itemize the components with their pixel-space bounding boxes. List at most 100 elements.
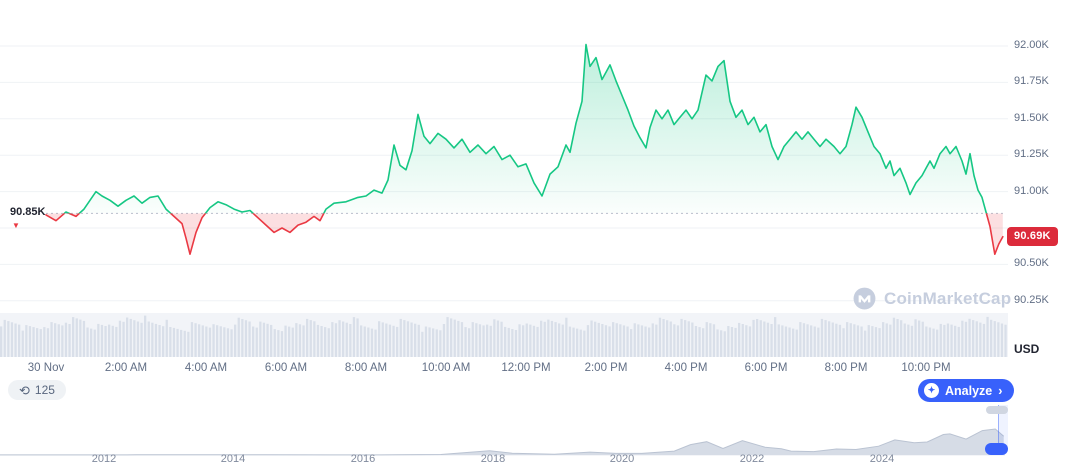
volume-bar	[248, 321, 251, 357]
brush-selection[interactable]	[998, 405, 1008, 451]
chevron-right-icon: ›	[998, 383, 1003, 398]
volume-bar	[86, 327, 89, 357]
volume-bar	[194, 323, 197, 357]
volume-bar	[223, 327, 226, 357]
y-axis-label: 91.50K	[1014, 112, 1049, 124]
volume-bar	[723, 331, 726, 357]
volume-bar	[108, 324, 111, 357]
volume-bar	[874, 327, 878, 357]
volume-bar	[324, 327, 327, 357]
volume-bar	[550, 320, 554, 357]
volume-bar	[482, 325, 485, 357]
volume-bar	[241, 319, 244, 357]
volume-bar	[536, 326, 539, 357]
volume-bar	[770, 324, 773, 357]
volume-bar	[169, 327, 172, 357]
volume-bar	[640, 325, 644, 357]
volume-bar	[54, 323, 57, 357]
volume-bar	[810, 325, 813, 357]
volume-bar	[878, 328, 881, 357]
volume-bar	[183, 330, 186, 357]
volume-bar	[442, 324, 446, 357]
volume-bar	[648, 327, 651, 357]
volume-bar	[180, 329, 183, 357]
volume-bar	[691, 322, 694, 357]
volume-bar	[460, 322, 464, 357]
volume-bar	[856, 325, 860, 357]
volume-bar	[75, 318, 78, 357]
price-area-red	[46, 213, 1003, 255]
volume-bar	[104, 326, 107, 357]
volume-bar	[590, 320, 593, 357]
volume-bar	[237, 317, 240, 357]
price-area-green	[64, 44, 987, 214]
date-range-brush[interactable]	[0, 405, 1008, 470]
scrollbar-thumb[interactable]	[986, 406, 1008, 414]
history-icon: ⟲	[19, 382, 30, 398]
volume-bar	[349, 324, 352, 357]
volume-bar	[43, 327, 46, 357]
volume-bar	[766, 322, 770, 357]
volume-bar	[792, 328, 795, 357]
volume-bar	[712, 324, 716, 357]
x-axis-label: 6:00 PM	[744, 362, 788, 374]
volume-bar	[842, 328, 845, 357]
volume-bar	[604, 325, 608, 357]
volume-bar	[518, 324, 521, 357]
volume-bar	[579, 329, 582, 357]
volume-bar	[172, 327, 176, 357]
volume-bar	[144, 315, 147, 357]
volume-bar	[748, 326, 752, 357]
volume-bar	[396, 326, 399, 357]
volume-bar	[669, 321, 672, 357]
volume-bar	[540, 320, 543, 357]
volume-bar	[806, 324, 809, 357]
volume-bar	[525, 323, 528, 357]
volume-bar	[547, 319, 550, 357]
volume-bar	[270, 324, 273, 357]
volume-bar	[903, 323, 906, 357]
volume-bar	[979, 322, 982, 357]
volume-bar	[763, 321, 766, 357]
volume-bar	[165, 319, 168, 357]
volume-bar	[943, 324, 946, 357]
volume-bar	[882, 322, 885, 357]
history-count-button[interactable]: ⟲ 125	[8, 380, 66, 400]
volume-bar	[97, 323, 100, 357]
volume-bar	[507, 327, 510, 357]
volume-bar	[576, 328, 579, 357]
volume-bar	[306, 318, 309, 357]
y-axis-label: 91.25K	[1014, 148, 1049, 160]
volume-bar	[122, 321, 125, 357]
volume-bar	[367, 327, 370, 357]
volume-bar	[154, 323, 158, 357]
volume-bar	[910, 325, 914, 357]
volume-bar	[777, 324, 780, 357]
volume-bar	[363, 326, 366, 357]
volume-bar	[187, 331, 190, 357]
price-line-green	[63, 43, 988, 214]
volume-bar	[871, 326, 874, 357]
x-axis-label: 2:00 PM	[584, 362, 628, 374]
volume-bar	[244, 320, 248, 357]
volume-bar	[464, 327, 467, 357]
volume-bar	[100, 324, 104, 357]
volume-bar	[115, 326, 118, 357]
volume-bar	[295, 323, 298, 357]
volume-bar	[3, 319, 6, 357]
volume-bar	[889, 324, 892, 357]
volume-bar	[932, 328, 935, 357]
all-time-line	[0, 428, 1005, 456]
volume-bar	[230, 329, 233, 357]
volume-bar	[738, 322, 741, 357]
brush-handle[interactable]	[985, 443, 1008, 455]
all-time-area	[0, 429, 1004, 455]
volume-bar	[907, 324, 910, 357]
volume-bar	[532, 325, 536, 357]
volume-bar	[424, 326, 428, 357]
price-chart[interactable]	[0, 0, 1008, 358]
volume-bar	[774, 317, 777, 357]
volume-bar	[975, 321, 978, 357]
volume-bar	[291, 327, 294, 357]
analyze-button[interactable]: ✦ Analyze ›	[918, 379, 1015, 402]
